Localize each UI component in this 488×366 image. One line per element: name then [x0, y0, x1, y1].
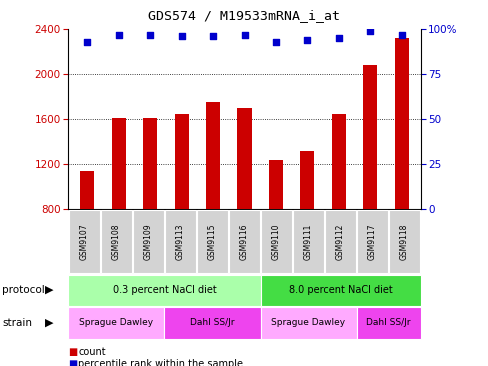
Text: GSM9110: GSM9110 — [271, 223, 281, 260]
Point — [177, 34, 185, 40]
Text: Dahl SS/Jr: Dahl SS/Jr — [366, 318, 410, 328]
Bar — [174, 115, 188, 209]
Text: count: count — [78, 347, 105, 357]
Text: GSM9109: GSM9109 — [143, 223, 153, 260]
Text: GSM9117: GSM9117 — [367, 223, 376, 260]
Point — [209, 34, 217, 40]
Text: GSM9118: GSM9118 — [399, 223, 408, 260]
Text: GSM9112: GSM9112 — [335, 223, 345, 260]
Text: ▶: ▶ — [44, 285, 53, 295]
Bar — [205, 102, 220, 209]
Text: Sprague Dawley: Sprague Dawley — [79, 318, 153, 328]
Point — [366, 28, 373, 34]
Point — [334, 36, 342, 41]
Text: GSM9111: GSM9111 — [304, 223, 312, 260]
Point — [83, 39, 91, 45]
Text: Dahl SS/Jr: Dahl SS/Jr — [190, 318, 234, 328]
Text: GSM9116: GSM9116 — [240, 223, 248, 260]
Text: GSM9115: GSM9115 — [207, 223, 217, 260]
Point — [397, 32, 405, 38]
Bar — [300, 152, 314, 209]
Point — [303, 37, 311, 43]
Text: GSM9113: GSM9113 — [176, 223, 184, 260]
Point — [240, 32, 248, 38]
Text: 8.0 percent NaCl diet: 8.0 percent NaCl diet — [288, 285, 391, 295]
Text: ■: ■ — [68, 359, 78, 366]
Bar — [363, 65, 377, 209]
Text: Sprague Dawley: Sprague Dawley — [271, 318, 345, 328]
Bar — [268, 160, 283, 209]
Point — [115, 32, 122, 38]
Text: protocol: protocol — [2, 285, 45, 295]
Text: percentile rank within the sample: percentile rank within the sample — [78, 359, 243, 366]
Bar — [80, 171, 94, 209]
Bar — [111, 118, 125, 209]
Point — [271, 39, 279, 45]
Text: GSM9107: GSM9107 — [80, 223, 89, 260]
Text: GDS574 / M19533mRNA_i_at: GDS574 / M19533mRNA_i_at — [148, 9, 340, 22]
Point — [146, 32, 154, 38]
Bar — [237, 108, 251, 209]
Bar — [331, 115, 345, 209]
Text: strain: strain — [2, 318, 32, 328]
Text: ▶: ▶ — [44, 318, 53, 328]
Text: 0.3 percent NaCl diet: 0.3 percent NaCl diet — [112, 285, 216, 295]
Bar — [143, 118, 157, 209]
Text: ■: ■ — [68, 347, 78, 357]
Text: GSM9108: GSM9108 — [112, 223, 121, 260]
Bar — [394, 38, 408, 209]
